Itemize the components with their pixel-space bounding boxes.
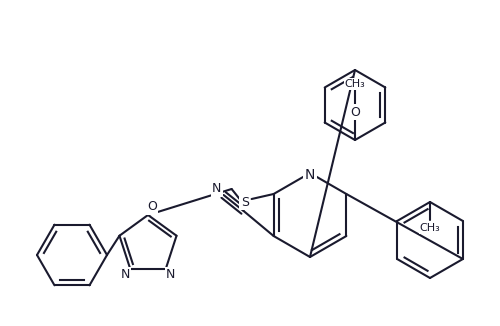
Text: CH₃: CH₃ — [344, 79, 366, 89]
Text: N: N — [166, 268, 175, 281]
Text: N: N — [120, 268, 130, 281]
Text: S: S — [240, 196, 248, 209]
Text: CH₃: CH₃ — [420, 223, 440, 233]
Text: N: N — [212, 183, 222, 196]
Text: N: N — [305, 168, 315, 182]
Text: O: O — [350, 106, 360, 118]
Text: O: O — [147, 200, 157, 214]
